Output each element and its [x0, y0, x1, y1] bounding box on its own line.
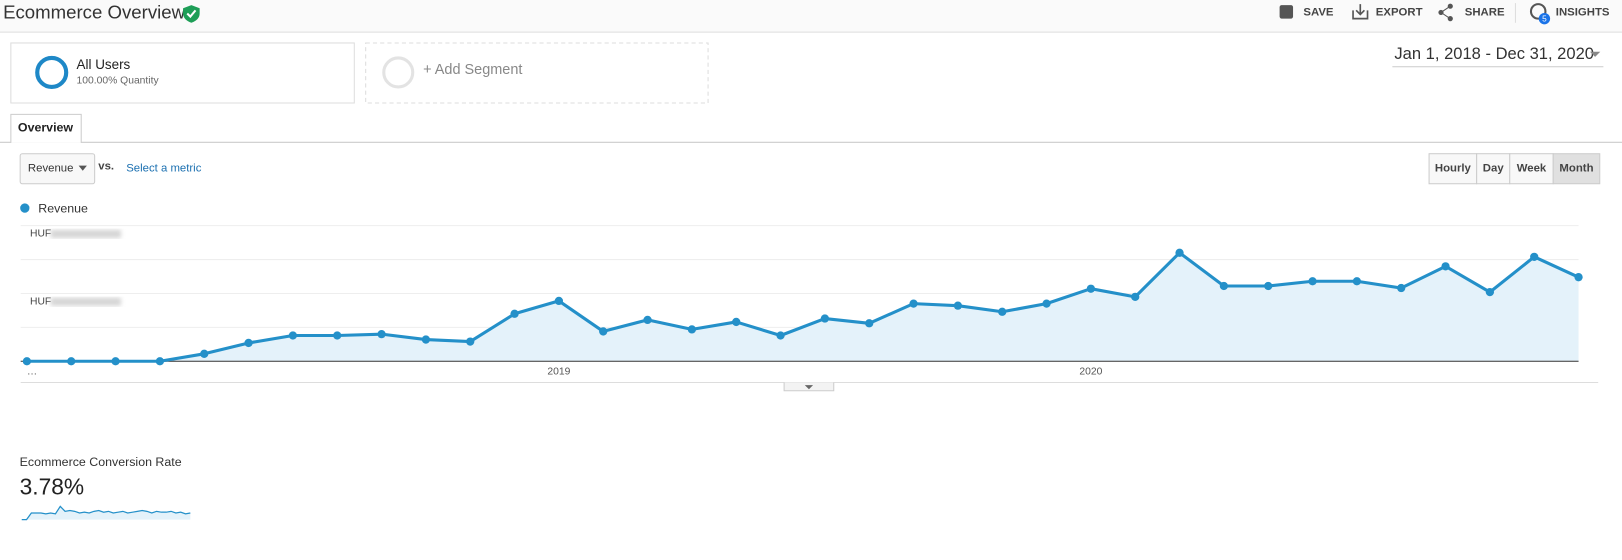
- point[interactable]: [820, 314, 830, 323]
- dropdown-caret: [78, 165, 87, 171]
- x-tick-label: 2020: [1079, 366, 1102, 377]
- point[interactable]: [1308, 277, 1317, 286]
- granularity-button[interactable]: [1428, 153, 1478, 185]
- granularity-label[interactable]: Week: [1517, 163, 1547, 175]
- point[interactable]: [1131, 292, 1140, 301]
- point[interactable]: [111, 357, 120, 366]
- x-tick-label: …: [27, 366, 37, 377]
- point[interactable]: [1397, 283, 1406, 293]
- tab[interactable]: [10, 113, 82, 143]
- tab-label[interactable]: Overview: [18, 121, 74, 135]
- insights-button[interactable]: INSIGHTS: [1556, 6, 1610, 18]
- point[interactable]: [421, 335, 431, 344]
- segment-ring: [35, 55, 69, 90]
- y-tick-label: HUF: [30, 296, 51, 307]
- granularity-group: Hourly Day Week Month: [1428, 153, 1601, 185]
- save-icon[interactable]: [1279, 5, 1294, 19]
- granularity-label[interactable]: Hourly: [1435, 163, 1472, 175]
- point[interactable]: [333, 331, 342, 340]
- sparkline: [21, 505, 191, 521]
- segment-card[interactable]: [10, 42, 355, 104]
- point[interactable]: [732, 317, 741, 327]
- metric-selected[interactable]: Revenue: [28, 163, 74, 175]
- point[interactable]: [554, 296, 564, 306]
- metric-dropdown[interactable]: [19, 153, 96, 185]
- insights-badge-bg: [1538, 12, 1551, 25]
- point[interactable]: [1574, 273, 1583, 282]
- point[interactable]: [687, 325, 697, 334]
- point[interactable]: [1042, 299, 1051, 308]
- point[interactable]: [22, 357, 32, 366]
- insights-icon[interactable]: [1529, 3, 1547, 20]
- granularity-button[interactable]: [1509, 153, 1554, 185]
- export-button[interactable]: EXPORT: [1376, 6, 1423, 18]
- point[interactable]: [1352, 277, 1362, 286]
- point[interactable]: [155, 357, 165, 366]
- summary-metric: Ecommerce Conversion Rate: [20, 455, 182, 469]
- y-tick-label: HUF: [30, 229, 51, 240]
- point[interactable]: [510, 309, 519, 318]
- segment-name: All Users: [77, 57, 131, 72]
- point[interactable]: [865, 319, 874, 328]
- point[interactable]: [244, 338, 253, 348]
- add-segment-ring: [382, 56, 415, 89]
- sparkline-area: [21, 506, 191, 520]
- legend-label: Revenue: [38, 201, 88, 215]
- x-tick-label: 2019: [547, 366, 570, 377]
- granularity-label[interactable]: Month: [1559, 163, 1593, 175]
- point[interactable]: [288, 331, 298, 340]
- segment-detail: 100.00% Quantity: [77, 75, 160, 86]
- granularity-button[interactable]: [1552, 153, 1601, 185]
- add-segment-card[interactable]: [365, 42, 709, 104]
- handle-caret[interactable]: [804, 385, 814, 390]
- point[interactable]: [643, 315, 652, 325]
- save-button[interactable]: SAVE: [1303, 6, 1334, 18]
- point[interactable]: [599, 327, 608, 336]
- granularity-button[interactable]: [1476, 153, 1511, 185]
- point[interactable]: [1530, 252, 1539, 261]
- granularity-label[interactable]: Day: [1483, 163, 1505, 175]
- point[interactable]: [909, 299, 918, 308]
- point[interactable]: [1175, 248, 1184, 257]
- obscured-amount: [50, 297, 122, 306]
- select-metric-link[interactable]: Select a metric: [126, 163, 202, 175]
- share-button[interactable]: SHARE: [1465, 6, 1505, 18]
- verified-check: [186, 9, 197, 19]
- insights-badge: 5: [1542, 14, 1547, 23]
- legend-dot: [20, 203, 30, 213]
- point[interactable]: [200, 349, 209, 358]
- point[interactable]: [1264, 281, 1273, 291]
- date-range[interactable]: Jan 1, 2018 - Dec 31, 2020: [1394, 44, 1594, 63]
- area: [26, 252, 1579, 362]
- point[interactable]: [1441, 262, 1450, 271]
- export-icon[interactable]: [1352, 4, 1369, 20]
- point[interactable]: [953, 301, 963, 310]
- share-icon[interactable]: [1438, 3, 1453, 22]
- summary-value: 3.78%: [20, 474, 84, 500]
- point[interactable]: [776, 331, 785, 340]
- point[interactable]: [1086, 284, 1096, 293]
- point[interactable]: [67, 357, 76, 366]
- point[interactable]: [466, 337, 475, 346]
- obscured-amount: [50, 229, 122, 239]
- revenue-chart: Revenue HUF HUF … 2019 2020: [20, 201, 1583, 377]
- add-segment[interactable]: + Add Segment: [423, 62, 522, 78]
- line: [26, 251, 1580, 363]
- sparkline-line: [21, 505, 191, 521]
- point[interactable]: [1485, 287, 1495, 297]
- point[interactable]: [998, 307, 1007, 316]
- vs-label: vs.: [98, 161, 114, 173]
- point[interactable]: [1219, 281, 1229, 291]
- date-caret[interactable]: [1589, 51, 1601, 57]
- point[interactable]: [377, 329, 386, 339]
- header-bar: [0, 0, 1622, 33]
- page-title: Ecommerce Overview: [3, 1, 185, 22]
